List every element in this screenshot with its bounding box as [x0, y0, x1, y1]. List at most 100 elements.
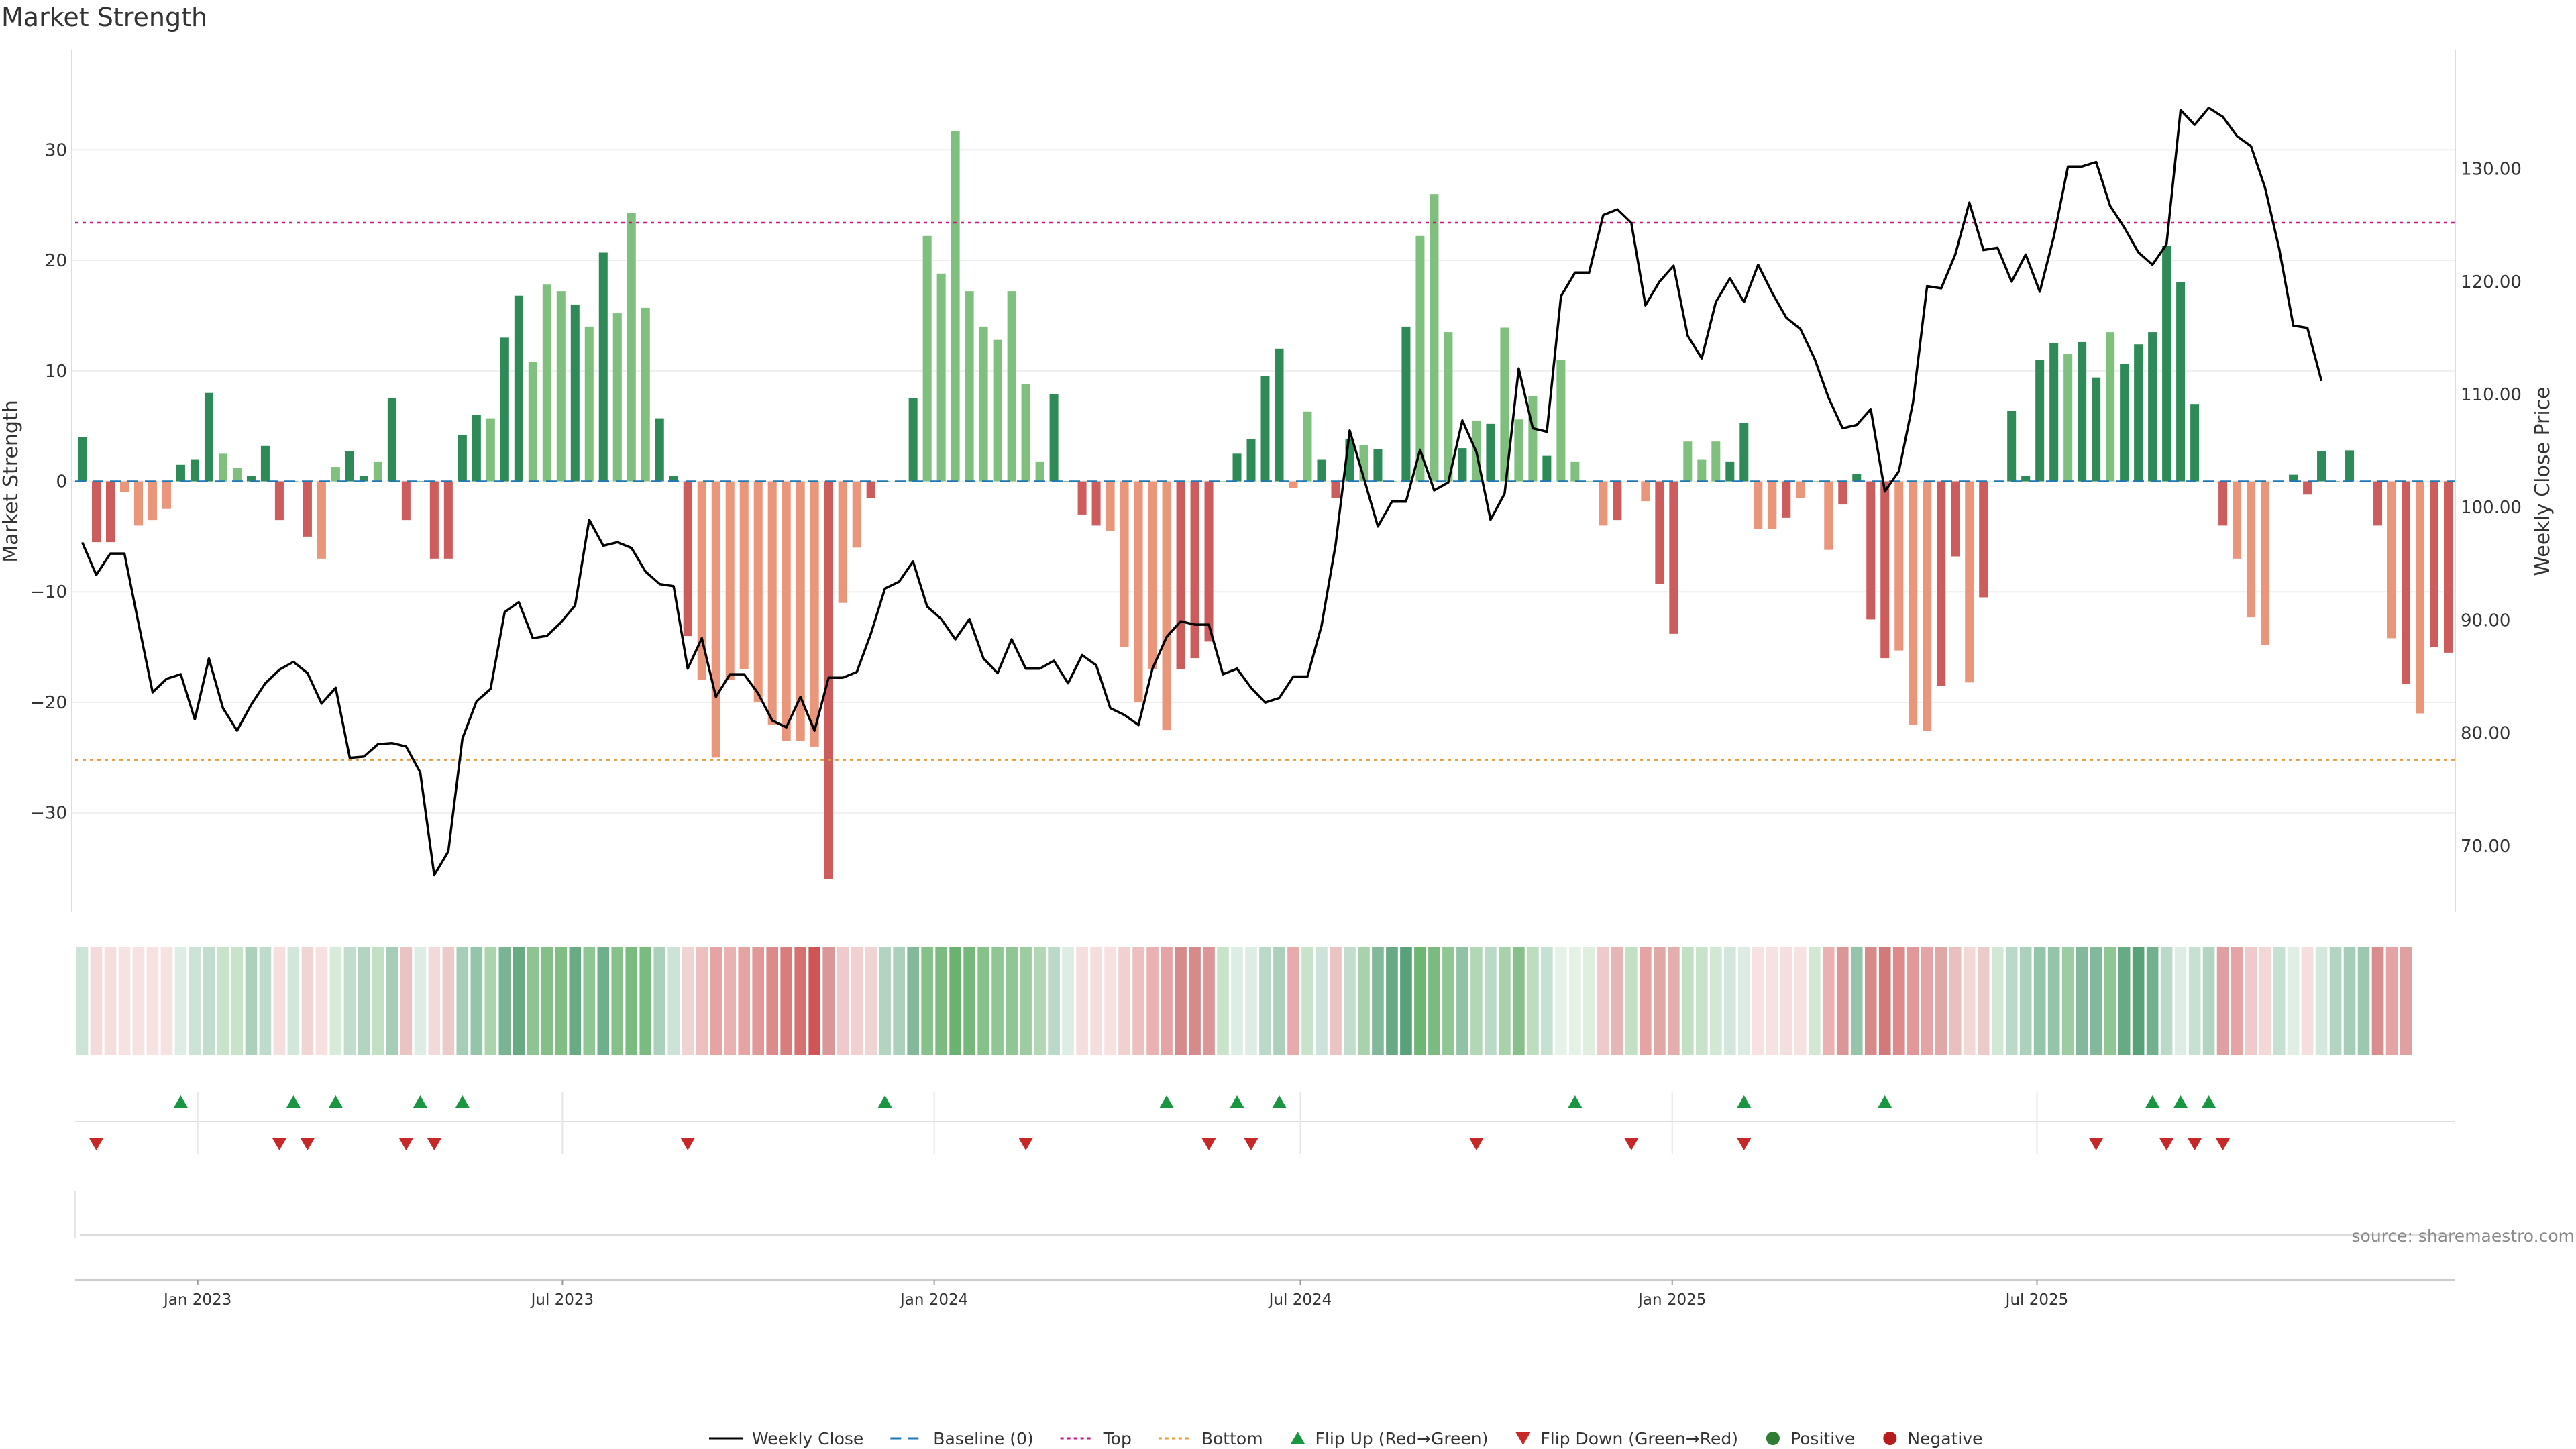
strength-bar: [105, 481, 115, 543]
strength-bar: [2106, 332, 2115, 482]
heat-cell: [442, 947, 455, 1055]
strength-bar: [1148, 481, 1157, 669]
heat-cell: [1597, 947, 1609, 1055]
heat-cell: [2357, 947, 2370, 1055]
heat-cell: [1668, 947, 1680, 1055]
strength-bar: [331, 467, 340, 482]
strength-bar: [1655, 481, 1664, 584]
strength-bar: [1430, 194, 1439, 482]
strength-bar: [303, 481, 312, 537]
heat-cell: [949, 947, 961, 1055]
strength-bar: [2430, 481, 2439, 647]
strength-bar: [1331, 481, 1340, 498]
y-tick-label: 10: [45, 362, 67, 382]
heat-cell: [2329, 947, 2342, 1055]
flip-down-marker: [2159, 1138, 2174, 1150]
heat-cell: [1794, 947, 1807, 1055]
y2-tick-label: 130.00: [2461, 160, 2522, 180]
strength-bar: [1796, 481, 1805, 498]
heat-cell: [597, 947, 610, 1055]
heat-cell: [1850, 947, 1863, 1055]
heat-cell: [118, 947, 131, 1055]
heat-cell: [2273, 947, 2286, 1055]
strength-bar: [2261, 481, 2270, 645]
flip-down-marker: [1018, 1138, 1034, 1150]
flip-up-marker: [413, 1095, 428, 1108]
heat-cell: [1555, 947, 1567, 1055]
y2-tick-label: 90.00: [2461, 610, 2510, 631]
heat-cell: [2090, 947, 2102, 1055]
heat-cell: [1864, 947, 1877, 1055]
heat-cell: [1935, 947, 1947, 1055]
flip-up-marker: [877, 1095, 893, 1108]
heat-cell: [1836, 947, 1849, 1055]
heat-cell: [231, 947, 244, 1055]
heat-cell: [2005, 947, 2018, 1055]
y2-tick-label: 120.00: [2461, 272, 2522, 292]
heat-cell: [2019, 947, 2032, 1055]
heat-cell: [625, 947, 638, 1055]
strength-bar: [1007, 291, 1016, 482]
legend-label: Flip Down (Green→Red): [1540, 1429, 1738, 1448]
strength-bar: [866, 481, 875, 498]
strength-bar: [1683, 441, 1693, 482]
strength-bar: [2345, 450, 2355, 482]
heat-cell: [738, 947, 751, 1055]
strength-bar: [1782, 481, 1791, 518]
heat-cell: [259, 947, 272, 1055]
heat-cell: [2216, 947, 2229, 1055]
strength-bar: [725, 481, 735, 681]
heat-cell: [203, 947, 215, 1055]
heat-cell: [1231, 947, 1243, 1055]
legend-item: Weekly Close: [709, 1429, 863, 1448]
heat-cell: [245, 947, 258, 1055]
strength-bar: [1937, 481, 1946, 686]
strength-bar: [1035, 461, 1044, 482]
y-tick-label: −10: [30, 582, 67, 602]
strength-bar: [1725, 461, 1735, 482]
heat-cell: [1892, 947, 1905, 1055]
strength-bar: [2092, 377, 2101, 482]
heat-cell: [2287, 947, 2300, 1055]
heat-cell: [358, 947, 370, 1055]
heat-cell: [343, 947, 356, 1055]
flip-down-marker: [1244, 1138, 1259, 1150]
heat-cell: [837, 947, 849, 1055]
heat-cell: [963, 947, 975, 1055]
strength-bar: [1711, 441, 1721, 482]
heat-cell: [372, 947, 384, 1055]
heat-cell: [1428, 947, 1440, 1055]
strength-bar: [1528, 396, 1538, 482]
heat-cell: [329, 947, 342, 1055]
heat-cell: [1372, 947, 1384, 1055]
flip-down-marker: [272, 1138, 287, 1150]
strength-bar: [1739, 423, 1749, 482]
strength-bar: [500, 337, 509, 482]
heat-cell: [174, 947, 187, 1055]
strength-bar: [1077, 481, 1087, 515]
strength-bar: [922, 235, 932, 482]
strength-bar: [2120, 364, 2129, 482]
strength-bar: [2063, 354, 2073, 482]
heat-cell: [2385, 947, 2398, 1055]
strength-bar: [1204, 481, 1214, 642]
flip-down-marker: [2088, 1138, 2104, 1150]
flip-down-marker: [427, 1138, 442, 1150]
heat-cell: [2202, 947, 2215, 1055]
strength-bar: [796, 481, 805, 741]
legend-swatch: [1766, 1432, 1780, 1445]
strength-bar: [1754, 481, 1763, 529]
strength-bar: [2387, 481, 2397, 639]
strength-bar: [1458, 448, 1467, 482]
legend-label: Bottom: [1201, 1429, 1263, 1448]
strength-bar: [669, 476, 678, 482]
heat-cell: [724, 947, 737, 1055]
heat-cell: [696, 947, 708, 1055]
heat-cell: [1118, 947, 1130, 1055]
heat-cell: [1723, 947, 1736, 1055]
heat-cell: [1808, 947, 1821, 1055]
strength-bar: [1866, 481, 1876, 620]
heat-cell: [1259, 947, 1271, 1055]
heat-cell: [2132, 947, 2145, 1055]
heat-cell: [1780, 947, 1792, 1055]
